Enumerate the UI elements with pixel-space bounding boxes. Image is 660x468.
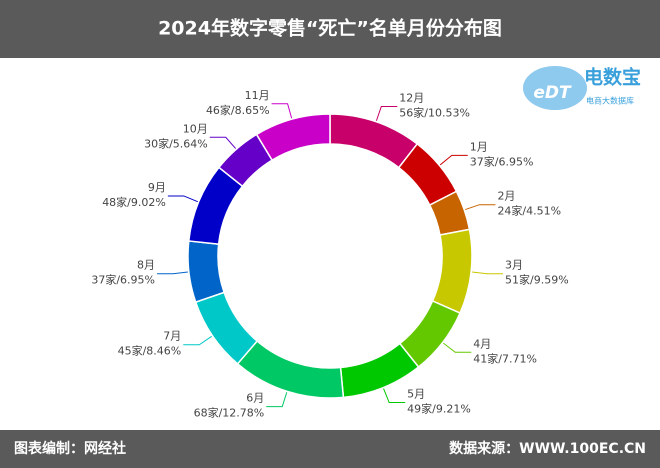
logo-cloud	[523, 66, 587, 110]
leader-line	[183, 335, 212, 346]
category-label: 8月	[137, 259, 155, 272]
value-label: 24家/4.51%	[497, 204, 561, 218]
donut-segment	[431, 228, 473, 315]
logo-name: 电数宝	[584, 66, 641, 89]
leader-line	[465, 204, 496, 211]
value-label: 46家/8.65%	[206, 103, 270, 117]
leader-line	[266, 392, 288, 408]
leader-line	[439, 154, 468, 166]
category-label: 11月	[245, 89, 270, 102]
leader-line	[156, 271, 188, 275]
value-label: 41家/7.71%	[473, 351, 537, 365]
category-label: 2月	[497, 190, 515, 203]
leader-line	[443, 342, 472, 353]
value-label: 49家/9.21%	[407, 402, 471, 416]
footer-left: 图表编制：网经社	[14, 440, 126, 457]
chart-title: 2024年数字零售“死亡”名单月份分布图	[158, 17, 502, 40]
footer-right: 数据来源：WWW.100EC.CN	[449, 440, 646, 457]
leader-line	[209, 136, 237, 149]
donut-segment	[255, 113, 331, 162]
donut-segment	[187, 240, 226, 304]
value-label: 45家/8.46%	[118, 344, 182, 358]
leader-line	[383, 388, 406, 404]
leader-line	[472, 271, 504, 275]
category-label: 12月	[399, 92, 424, 105]
category-label: 7月	[163, 330, 181, 343]
category-label: 4月	[473, 337, 491, 350]
category-label: 5月	[407, 388, 425, 401]
logo: eDT 电数宝 电商大数据库	[523, 66, 641, 110]
logo-mark: eDT	[533, 83, 572, 103]
value-label: 37家/6.95%	[91, 273, 155, 287]
category-label: 10月	[183, 122, 208, 135]
value-label: 30家/5.64%	[144, 136, 208, 150]
footer-bar	[0, 430, 660, 468]
value-label: 37家/6.95%	[470, 154, 534, 168]
category-label: 1月	[470, 140, 488, 153]
category-label: 9月	[148, 181, 166, 194]
leader-line	[271, 103, 293, 119]
donut-segment	[236, 339, 345, 399]
category-label: 3月	[505, 259, 523, 272]
value-label: 48家/9.02%	[102, 195, 166, 209]
leader-line	[167, 195, 198, 203]
leader-line	[375, 106, 398, 121]
value-label: 56家/10.53%	[399, 106, 470, 120]
category-label: 6月	[246, 392, 264, 405]
value-label: 68家/12.78%	[194, 406, 265, 420]
logo-tagline: 电商大数据库	[586, 96, 634, 106]
value-label: 51家/9.59%	[505, 273, 569, 287]
header-bar	[0, 0, 660, 58]
